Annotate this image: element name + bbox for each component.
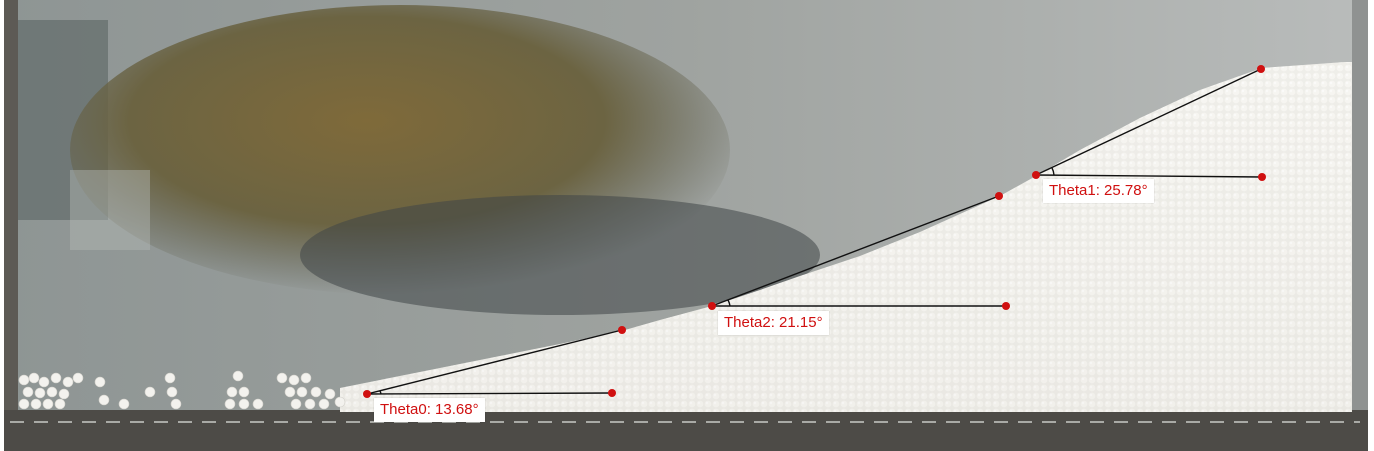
theta2-vertex-marker [708, 302, 716, 310]
theta2-angle-arc [727, 299, 731, 307]
measurement-markers [363, 65, 1266, 398]
theta0-horizontal-line [366, 392, 613, 395]
theta1-horizontal-line [1035, 174, 1263, 178]
theta1-horizontal-marker [1258, 173, 1266, 181]
theta1-slope-marker [1257, 65, 1265, 73]
scattered-beads [18, 370, 346, 410]
theta1-label: Theta1: 25.78° [1043, 179, 1154, 203]
theta1-slope-line [1035, 68, 1262, 176]
theta0-slope-line [366, 329, 623, 395]
tank-right-frame [1352, 0, 1368, 430]
measurement-lines [366, 68, 1263, 395]
theta2-horizontal-marker [1002, 302, 1010, 310]
tank-bottom-frame [4, 410, 1368, 451]
theta1-vertex-marker [1032, 171, 1040, 179]
theta0-horizontal-marker [608, 389, 616, 397]
theta0-angle-arc [379, 390, 382, 395]
theta2-slope-marker [995, 192, 1003, 200]
theta2-slope-line [711, 195, 1000, 307]
theta0-vertex-marker [363, 390, 371, 398]
theta2-label: Theta2: 21.15° [718, 311, 829, 335]
theta0-slope-marker [618, 326, 626, 334]
theta1-angle-arc [1051, 167, 1055, 176]
tank-left-frame [4, 0, 18, 430]
theta0-label: Theta0: 13.68° [374, 398, 485, 422]
